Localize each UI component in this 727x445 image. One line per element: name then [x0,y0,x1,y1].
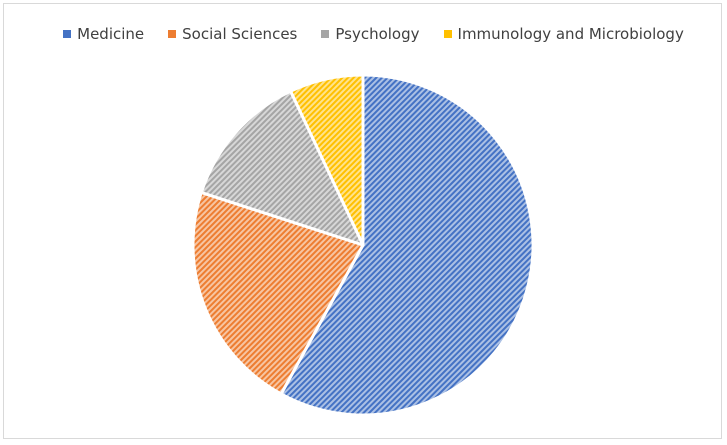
legend-label: Medicine [77,25,145,43]
legend-swatch [443,30,452,38]
legend-swatch [168,30,177,38]
legend-item-medicine: Medicine [63,25,144,43]
legend-label: Immunology and Microbiology [457,25,684,43]
pie-slice-social-sciences [191,190,365,396]
legend-label: Psychology [335,25,420,43]
pie-slice-psychology [199,89,365,247]
pie-slice-immunology-and-microbiology [289,73,365,247]
pie-slice-medicine [279,73,535,417]
legend-item-psychology: Psychology [321,25,420,43]
legend-label: Social Sciences [182,25,298,43]
chart-legend: Medicine Social Sciences Psychology Immunol… [0,25,727,43]
legend-swatch [321,30,330,38]
legend-swatch [63,30,72,38]
legend-item-immunology-and-microbiology: Immunology and Microbiology [443,25,684,43]
legend-item-social-sciences: Social Sciences [168,25,297,43]
